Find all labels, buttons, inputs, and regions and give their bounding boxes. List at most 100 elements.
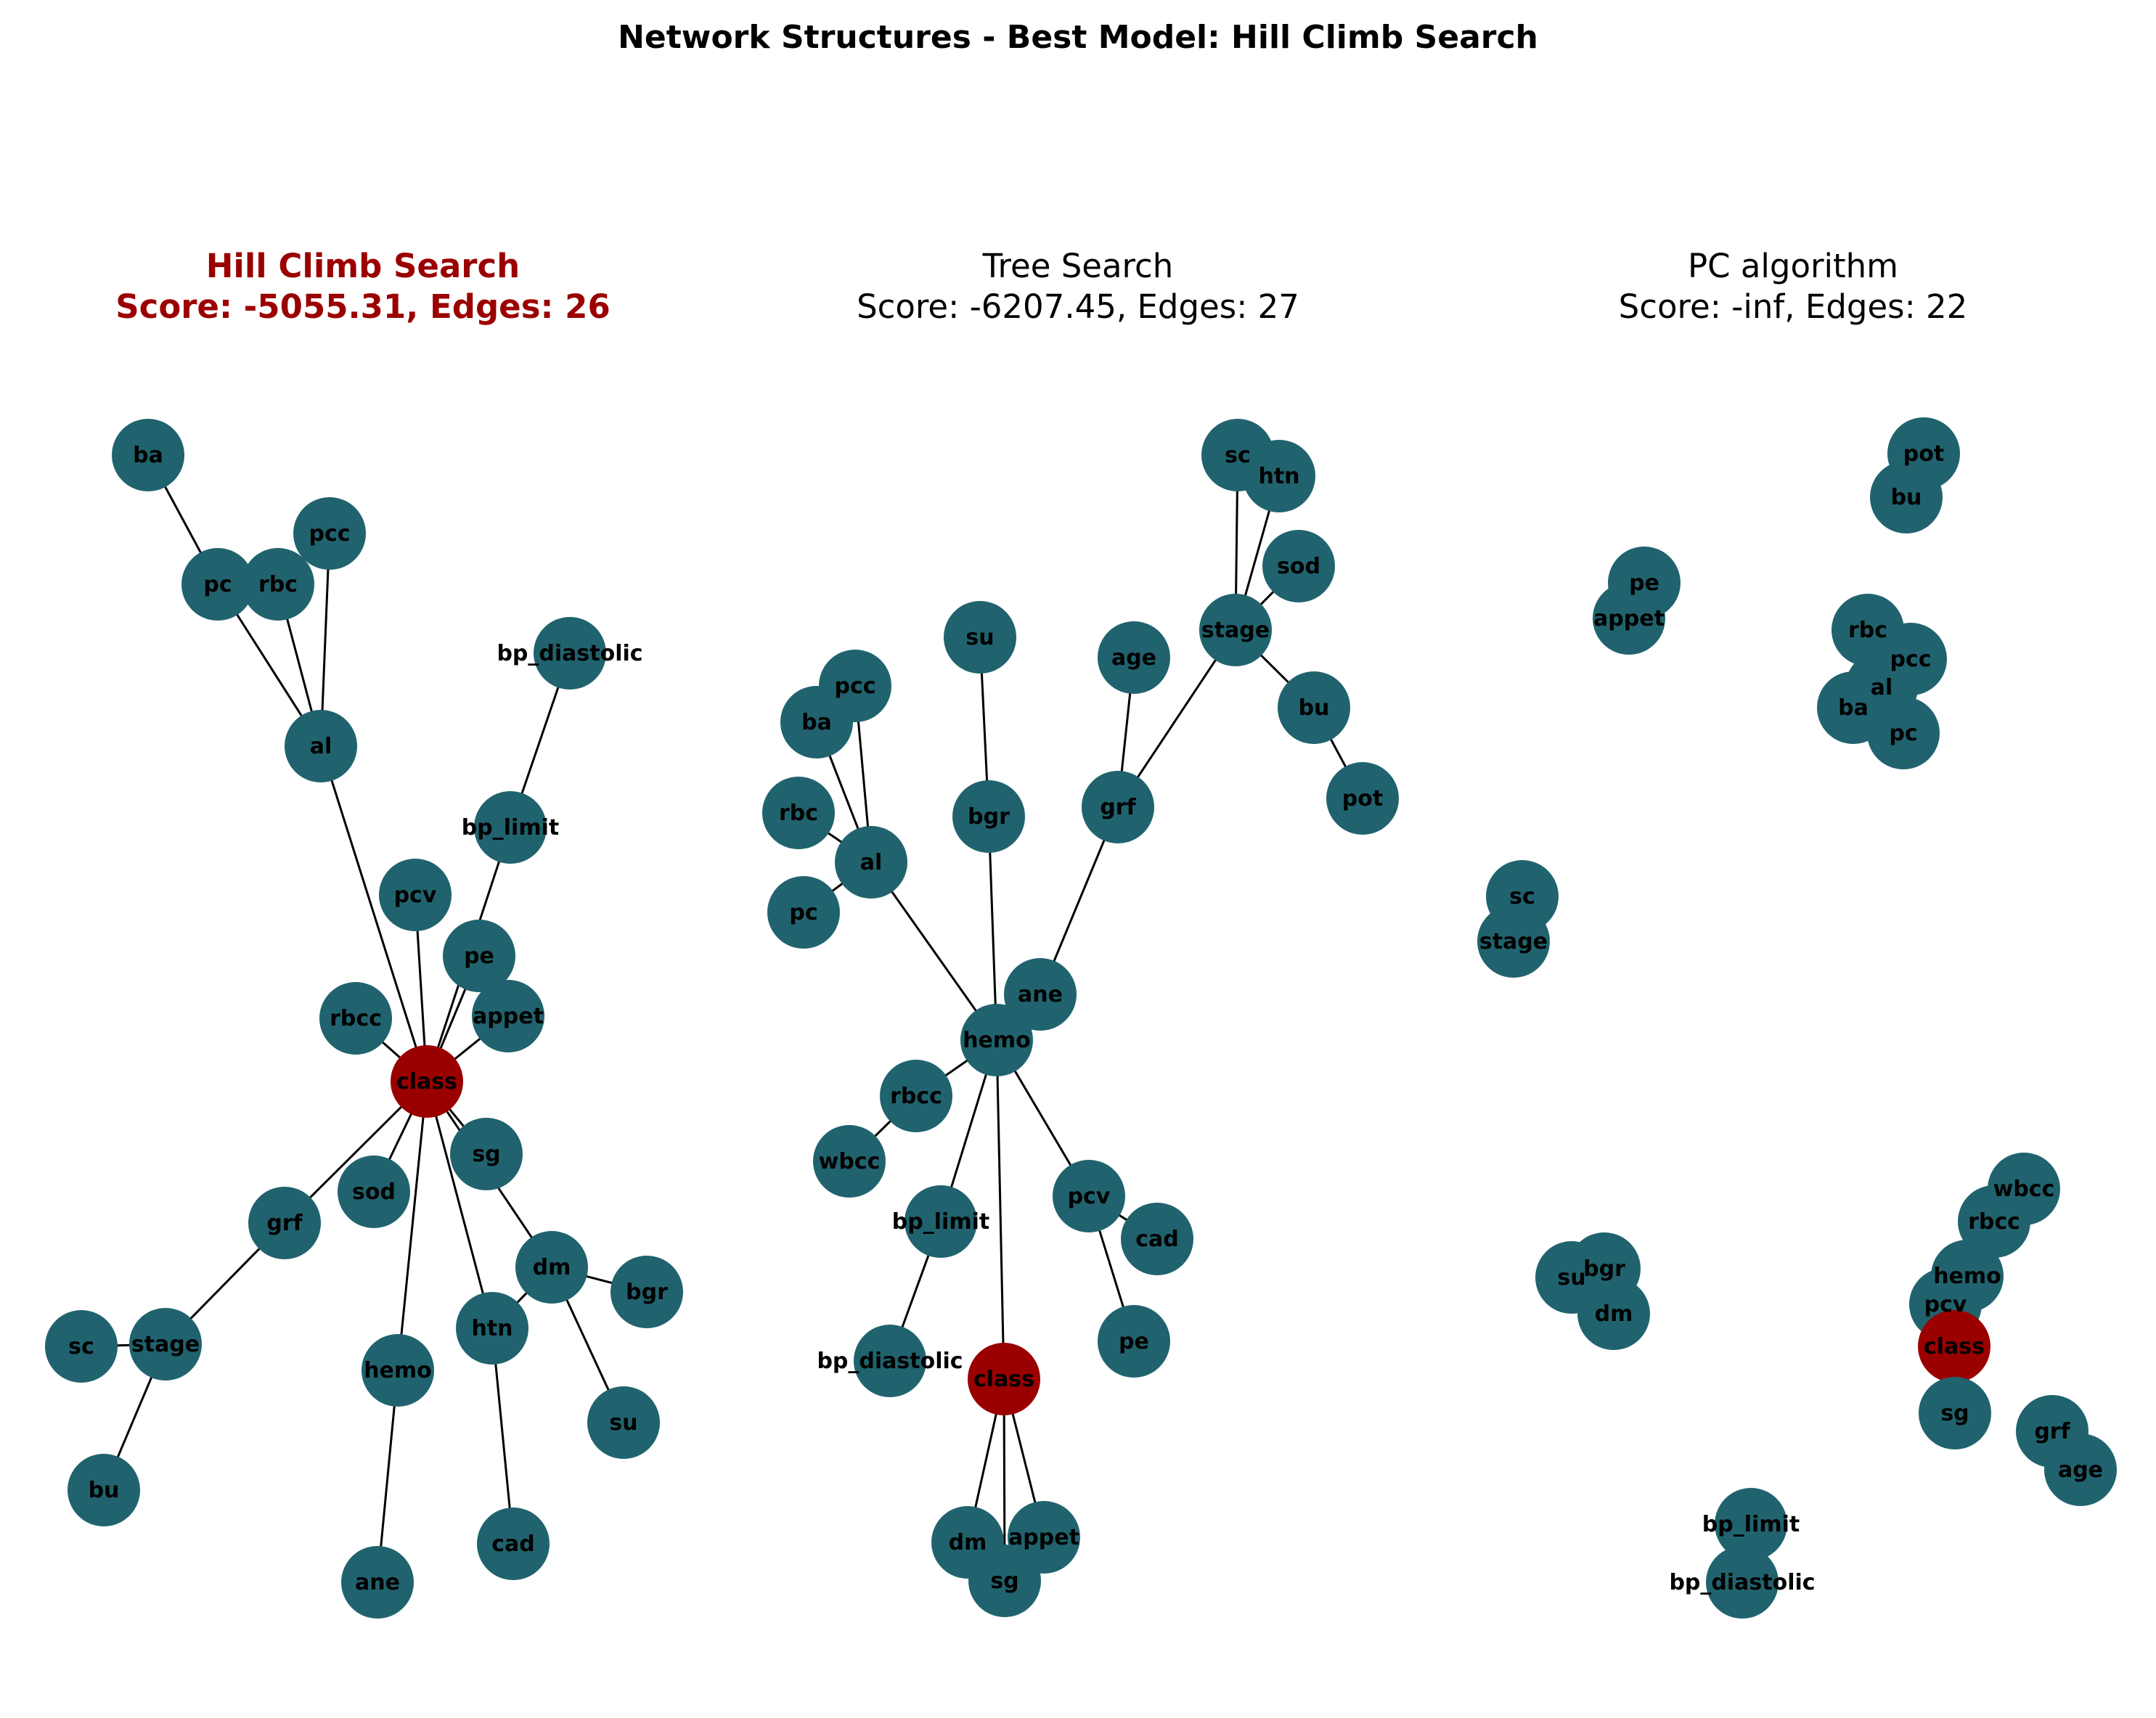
node-sg: [968, 1545, 1041, 1617]
node-label-bu: bu: [89, 1478, 120, 1503]
node-circle: [474, 791, 547, 864]
node-pe: [1098, 1305, 1170, 1378]
node-label-rbc: rbc: [779, 801, 818, 826]
node-al: [285, 710, 357, 782]
node-dm: [515, 1231, 588, 1304]
node-circle: [1262, 530, 1335, 602]
node-ba: [780, 686, 853, 758]
node-label-pe: pe: [1629, 570, 1659, 596]
node-circle: [1326, 762, 1399, 835]
node-label-pc: pc: [203, 572, 232, 597]
node-label-class: class: [396, 1069, 457, 1095]
node-htn: [456, 1292, 528, 1365]
node-label-sc: sc: [68, 1334, 94, 1359]
node-label-dm: dm: [949, 1530, 987, 1555]
node-label-ba: ba: [801, 710, 832, 735]
node-class: [968, 1343, 1040, 1415]
node-rbcc: [1958, 1185, 2030, 1258]
node-label-pcc: pcc: [834, 674, 875, 699]
node-label-ane: ane: [355, 1570, 400, 1595]
node-circle: [1958, 1185, 2030, 1258]
panel-score-tree-search: Score: -6207.45, Edges: 27: [857, 287, 1299, 326]
node-bp-diastolic: [534, 617, 606, 690]
node-circle: [391, 1045, 463, 1118]
node-label-pc: pc: [1889, 721, 1917, 746]
node-label-pot: pot: [1342, 786, 1383, 811]
node-pe: [443, 920, 515, 992]
node-label-sc: sc: [1225, 443, 1251, 468]
panel-tree-search: Tree Search Score: -6207.45, Edges: 27 s…: [762, 247, 1399, 1617]
node-label-sg: sg: [990, 1568, 1018, 1594]
node-circle: [762, 777, 835, 849]
node-label-rbcc: rbcc: [1968, 1209, 2020, 1235]
node-bu: [68, 1454, 140, 1526]
node-circle: [952, 780, 1025, 853]
node-circle: [129, 1308, 202, 1380]
node-circle: [968, 1343, 1040, 1415]
node-label-appet: appet: [1593, 606, 1665, 631]
node-su: [944, 601, 1016, 674]
node-stage: [1199, 594, 1272, 666]
node-label-sod: sod: [1277, 554, 1320, 579]
node-label-ba: ba: [133, 443, 163, 468]
panel-title-pc-algorithm: PC algorithm: [1688, 247, 1898, 285]
node-circle: [379, 859, 452, 931]
node-grf: [1082, 771, 1154, 843]
node-circle: [1098, 1305, 1170, 1378]
node-label-bgr: bgr: [626, 1280, 668, 1305]
node-label-wbcc: wbcc: [819, 1149, 881, 1174]
node-label-bp-diastolic: bp_diastolic: [817, 1349, 963, 1374]
node-label-pcv: pcv: [1924, 1292, 1967, 1317]
node-circle: [780, 686, 853, 758]
panel-title-hill-climb: Hill Climb Search: [206, 247, 520, 285]
node-circle: [248, 1187, 321, 1259]
node-circle: [1098, 621, 1170, 694]
node-circle: [1706, 1546, 1779, 1619]
node-sod: [338, 1155, 410, 1228]
node-label-htn: htn: [471, 1316, 513, 1341]
node-label-su: su: [609, 1410, 637, 1436]
node-label-bu: bu: [1299, 695, 1330, 721]
node-circle: [1715, 1488, 1787, 1560]
node-circle: [450, 1118, 523, 1190]
node-label-al: al: [860, 850, 883, 875]
node-circle: [767, 876, 840, 949]
panel-hill-climb: Hill Climb Search Score: -5055.31, Edges…: [45, 247, 683, 1619]
node-circle: [1477, 905, 1550, 978]
node-cad: [477, 1508, 550, 1580]
node-sc: [45, 1310, 118, 1383]
node-label-wbcc: wbcc: [1993, 1177, 2055, 1202]
node-rbcc: [319, 982, 392, 1055]
node-stage: [129, 1308, 202, 1380]
node-label-appet: appet: [473, 1004, 544, 1029]
node-label-bgr: bgr: [968, 804, 1010, 830]
node-circle: [45, 1310, 118, 1383]
node-circle: [534, 617, 606, 690]
node-bu: [1870, 461, 1943, 533]
node-circle: [443, 920, 515, 992]
node-dm: [1577, 1277, 1650, 1350]
node-label-sg: sg: [472, 1142, 500, 1167]
node-label-stage: stage: [131, 1332, 200, 1357]
node-bp-limit: [474, 791, 547, 864]
node-bp-limit: [905, 1185, 977, 1258]
node-label-sg: sg: [1940, 1401, 1969, 1426]
node-label-pot: pot: [1903, 441, 1944, 467]
edge-class-hemo: [396, 1081, 428, 1371]
node-label-dm: dm: [1595, 1301, 1633, 1327]
node-sg: [450, 1118, 523, 1190]
edges-tree-search: [798, 454, 1364, 1582]
node-label-grf: grf: [1100, 795, 1136, 820]
node-appet: [472, 980, 544, 1052]
node-ane: [1004, 958, 1077, 1031]
node-circle: [68, 1454, 140, 1526]
node-htn: [1243, 440, 1315, 512]
node-label-age: age: [2058, 1457, 2103, 1483]
panel-title-tree-search: Tree Search: [982, 247, 1174, 285]
node-ane: [341, 1546, 414, 1619]
node-circle: [515, 1231, 588, 1304]
node-label-grf: grf: [266, 1211, 303, 1236]
node-circle: [835, 826, 907, 899]
